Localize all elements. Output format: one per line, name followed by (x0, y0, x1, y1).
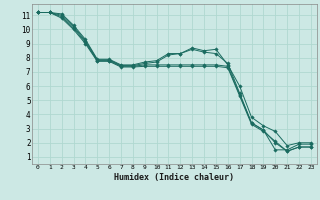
X-axis label: Humidex (Indice chaleur): Humidex (Indice chaleur) (115, 173, 234, 182)
